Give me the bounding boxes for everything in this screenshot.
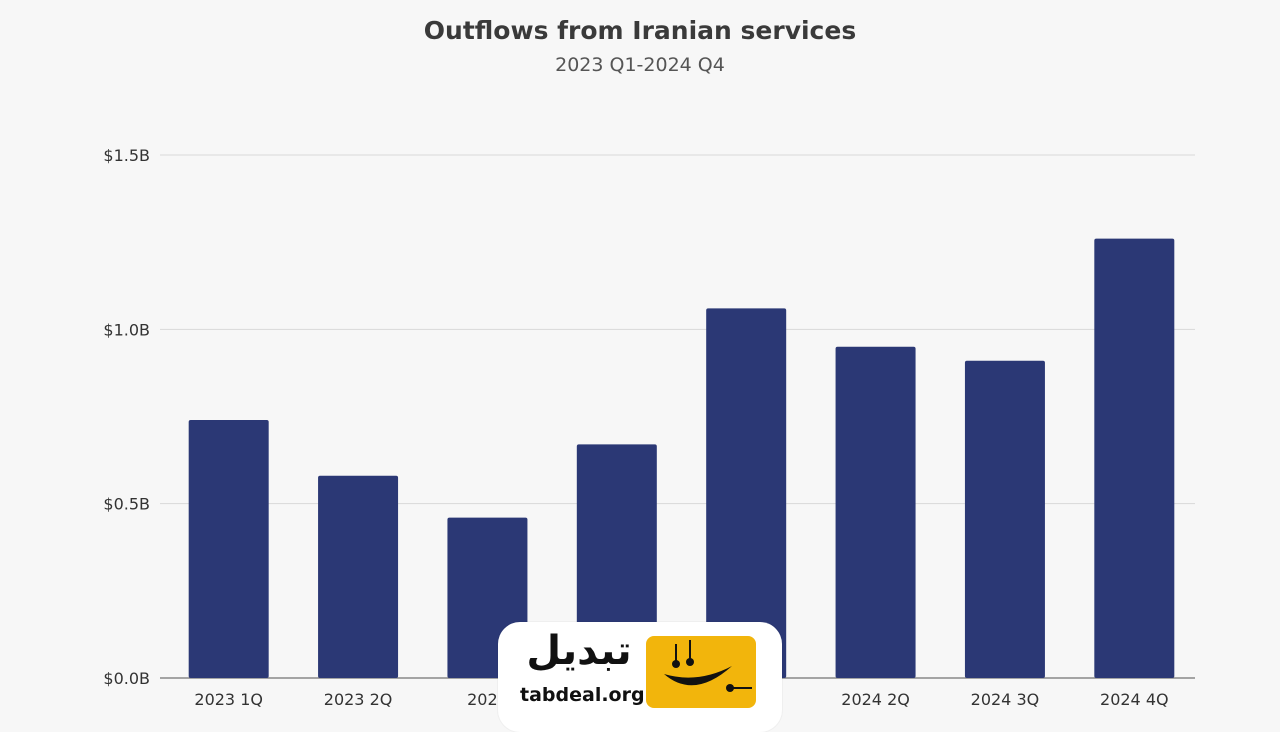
bar <box>706 308 787 678</box>
y-tick-label: $1.0B <box>103 320 150 339</box>
bar <box>835 346 916 678</box>
chart-title: Outflows from Iranian services <box>423 16 857 45</box>
bar <box>576 444 657 678</box>
y-tick-label: $0.5B <box>103 495 150 514</box>
tabdeal-logo-icon <box>646 636 756 708</box>
x-tick-label: 2024 3Q <box>971 690 1040 709</box>
x-tick-label: 2023 1Q <box>194 690 263 709</box>
tabdeal-watermark: تبدیل tabdeal.org <box>498 622 782 732</box>
bar <box>1094 238 1175 678</box>
x-tick-label: 2023 <box>467 690 508 709</box>
watermark-text-fa: تبدیل <box>526 628 632 674</box>
chart-subtitle: 2023 Q1-2024 Q4 <box>555 54 725 76</box>
x-tick-label: 2024 2Q <box>841 690 910 709</box>
y-tick-label: $0.0B <box>103 669 150 688</box>
watermark-text-en: tabdeal.org <box>520 684 645 706</box>
bar <box>318 475 399 678</box>
y-tick-label: $1.5B <box>103 146 150 165</box>
x-tick-label: 2024 4Q <box>1100 690 1169 709</box>
bar <box>964 360 1045 678</box>
x-tick-label: 2023 2Q <box>324 690 393 709</box>
bar <box>188 419 269 678</box>
